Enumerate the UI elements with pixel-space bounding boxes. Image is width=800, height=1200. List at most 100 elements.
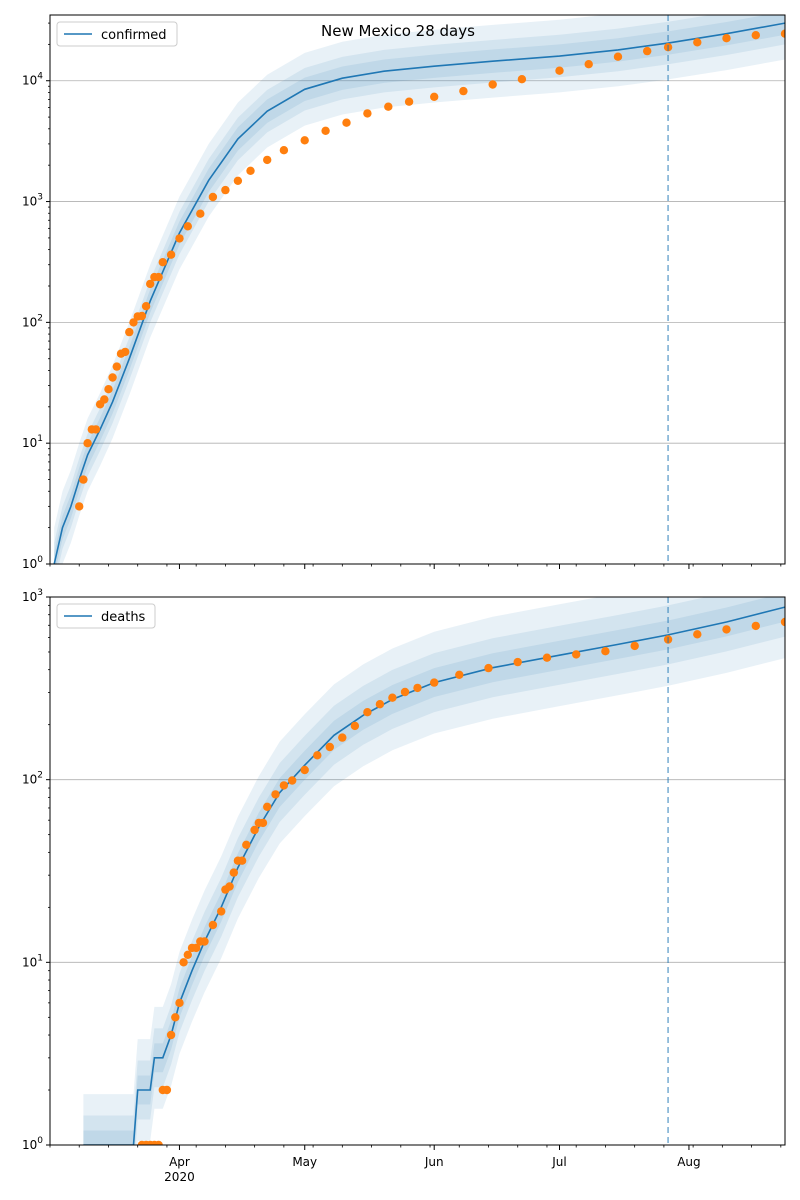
legend-box — [56, 603, 156, 629]
legend-label: deaths — [101, 610, 146, 625]
observed-point — [137, 311, 147, 321]
observed-point — [154, 272, 163, 282]
confirmed-panel: 100 101 102 103 104 confirmed — [22, 14, 786, 571]
observed-point — [484, 663, 493, 673]
observed-point — [250, 825, 259, 835]
uncertainty-band — [54, 15, 785, 564]
observed-point — [221, 185, 230, 195]
observed-point — [108, 373, 117, 382]
observed-point — [459, 86, 468, 96]
observed-point — [430, 92, 439, 102]
observed-point — [404, 97, 414, 106]
observed-point — [555, 66, 564, 75]
observed-point — [430, 678, 439, 687]
observed-point — [125, 327, 134, 337]
observed-point — [517, 75, 527, 84]
uncertainty-band — [83, 597, 785, 1145]
observed-point — [693, 38, 702, 47]
observed-point — [183, 222, 192, 231]
observed-point — [751, 621, 760, 631]
observed-point — [613, 52, 623, 61]
x-tick-label: 2020 — [164, 1170, 195, 1184]
observed-point — [208, 920, 218, 930]
observed-point — [162, 1085, 172, 1095]
observed-point — [363, 708, 372, 717]
observed-point — [780, 617, 785, 627]
observed-point — [225, 882, 234, 891]
observed-point — [388, 693, 397, 702]
plot-area — [50, 597, 785, 1145]
figure-title: New Mexico 28 days — [321, 22, 475, 40]
observed-point — [601, 647, 610, 656]
x-tick-label: Jun — [424, 1155, 444, 1169]
observed-point — [217, 907, 226, 916]
observed-point — [121, 347, 130, 357]
y-tick-label: 103 — [22, 588, 43, 604]
observed-point — [79, 475, 88, 484]
axes-frame — [49, 14, 786, 565]
observed-point — [363, 109, 372, 118]
observed-point — [722, 625, 731, 634]
observed-point — [584, 59, 593, 69]
y-tick-label: 103 — [22, 193, 43, 209]
observed-point — [279, 781, 289, 790]
y-tick-label: 102 — [22, 771, 43, 787]
observed-point — [112, 362, 122, 371]
observed-point — [300, 765, 309, 775]
observed-point — [83, 439, 92, 448]
observed-point — [196, 209, 205, 218]
legend-label: confirmed — [101, 28, 167, 43]
observed-point — [271, 790, 280, 799]
x-tick-label: Apr — [169, 1155, 190, 1169]
axes-frame — [49, 596, 786, 1146]
observed-point — [542, 653, 552, 662]
observed-point — [375, 700, 385, 709]
observed-point — [208, 192, 218, 202]
observed-point — [643, 46, 652, 56]
plot-area — [50, 15, 785, 564]
observed-point — [258, 818, 268, 828]
observed-point — [154, 1140, 163, 1145]
y-tick-label: 102 — [22, 313, 43, 329]
observed-point — [279, 146, 289, 155]
observed-point — [263, 802, 272, 811]
observed-point — [192, 943, 201, 953]
observed-point — [488, 80, 497, 89]
uncertainty-band — [54, 15, 785, 564]
observed-point — [104, 385, 113, 394]
observed-point — [200, 937, 209, 946]
observed-point — [166, 250, 176, 259]
observed-point — [100, 395, 109, 404]
observed-point — [338, 733, 347, 742]
uncertainty-band — [83, 597, 785, 1145]
observed-point — [513, 657, 522, 667]
observed-point — [400, 687, 410, 697]
observed-point — [300, 136, 309, 145]
observed-point — [146, 279, 155, 289]
observed-point — [288, 776, 297, 785]
observed-point — [246, 166, 255, 175]
observed-point — [263, 155, 272, 165]
observed-point — [321, 126, 330, 135]
observed-point — [237, 856, 247, 865]
y-tick-label: 100 — [22, 1136, 43, 1152]
model-line — [53, 22, 785, 564]
y-tick-label: 101 — [22, 953, 43, 969]
observed-point — [229, 868, 238, 877]
legend-box — [56, 21, 178, 47]
x-tick-label: May — [292, 1155, 317, 1169]
observed-point — [780, 29, 785, 38]
x-tick-label: Jul — [551, 1155, 566, 1169]
observed-point — [171, 1013, 180, 1022]
observed-point — [179, 958, 188, 967]
y-tick-label: 101 — [22, 434, 43, 450]
observed-point — [413, 683, 422, 693]
observed-point — [325, 742, 334, 752]
observed-point — [313, 751, 322, 760]
observed-point — [175, 998, 184, 1008]
observed-point — [175, 234, 184, 243]
observed-point — [141, 302, 151, 311]
observed-point — [693, 630, 702, 639]
